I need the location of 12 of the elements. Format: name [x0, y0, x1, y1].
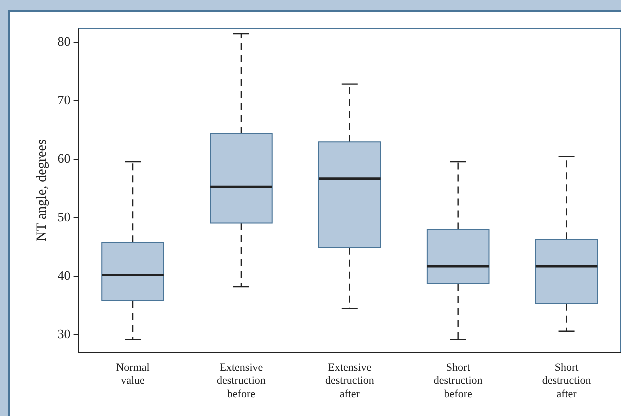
y-tick-label: 60	[58, 151, 71, 166]
y-tick-label: 30	[58, 326, 71, 342]
y-axis-title: NT angle, degrees	[35, 140, 50, 242]
y-tick-label: 70	[58, 92, 71, 108]
x-tick-label: Short destruction before	[434, 362, 484, 400]
y-tick-label: 80	[58, 34, 71, 50]
x-tick-label: Short destruction after	[542, 362, 592, 400]
y-tick-label: 50	[58, 209, 71, 224]
x-tick-label: Normal value	[116, 362, 150, 388]
x-tick-label: Extensive destruction after	[325, 362, 375, 400]
y-tick-label: 40	[58, 268, 71, 283]
x-tick-label: Extensive destruction before	[217, 362, 266, 400]
